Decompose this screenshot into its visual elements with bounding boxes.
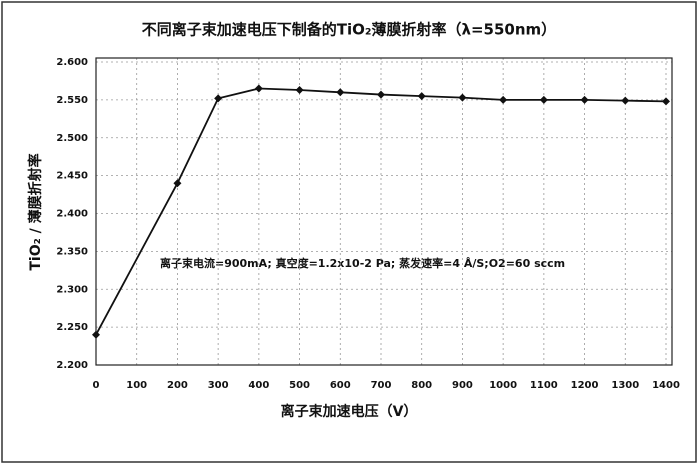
x-axis-label: 离子束加速电压（V）	[281, 403, 418, 420]
x-tick-label: 900	[452, 380, 473, 391]
x-tick-label: 400	[248, 380, 269, 391]
x-tick-label: 800	[411, 380, 432, 391]
data-point	[254, 84, 263, 93]
x-tick-label: 1400	[652, 380, 680, 391]
data-point	[295, 86, 304, 95]
chart-title: 不同离子束加速电压下制备的TiO₂薄膜折射率（λ=550nm）	[142, 21, 556, 39]
x-tick-label: 600	[330, 380, 351, 391]
x-tick-label: 500	[289, 380, 310, 391]
x-tick-label: 1200	[571, 380, 599, 391]
x-tick-label: 700	[371, 380, 392, 391]
y-tick-label: 2.600	[56, 57, 88, 68]
y-tick-label: 2.450	[56, 171, 88, 182]
y-axis-label: TiO₂ / 薄膜折射率	[27, 153, 44, 270]
data-point	[621, 96, 630, 105]
x-tick-label: 200	[167, 380, 188, 391]
data-point	[499, 95, 508, 104]
data-point	[377, 90, 385, 99]
data-point	[336, 88, 345, 97]
data-point	[214, 94, 223, 103]
data-point	[580, 95, 589, 104]
data-line	[95, 87, 667, 336]
data-point	[92, 330, 100, 339]
x-tick-label: 1100	[530, 380, 558, 391]
y-tick-label: 2.350	[56, 246, 88, 257]
x-tick-label: 0	[93, 380, 100, 391]
plot-area	[95, 57, 673, 366]
data-point	[173, 179, 182, 188]
data-point	[539, 95, 548, 104]
y-tick-label: 2.500	[56, 133, 88, 144]
data-point	[458, 93, 467, 102]
annotation: 离子束电流=900mA; 真空度=1.2x10-2 Pa; 蒸发速率=4 Å/S…	[160, 256, 565, 270]
y-tick-label: 2.250	[56, 322, 88, 333]
data-point	[662, 97, 670, 106]
y-tick-label: 2.200	[56, 360, 88, 371]
y-tick-label: 2.550	[56, 95, 88, 106]
x-tick-label: 1300	[611, 380, 639, 391]
y-tick-label: 2.300	[56, 284, 88, 295]
x-tick-label: 300	[208, 380, 229, 391]
y-tick-label: 2.400	[56, 209, 88, 220]
data-point	[417, 92, 426, 101]
x-tick-label: 1000	[489, 380, 517, 391]
x-tick-label: 100	[126, 380, 147, 391]
